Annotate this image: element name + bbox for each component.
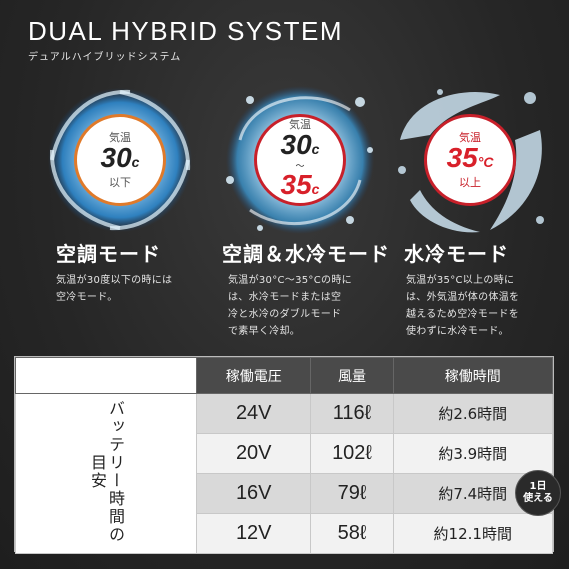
water-splash-icon: [398, 89, 544, 233]
temperature-badge-above-35: 気温 35°C 以上: [424, 114, 516, 206]
temp-value: 30c: [100, 142, 140, 173]
table-corner: [15, 357, 197, 394]
cell-airflow: 102ℓ: [310, 433, 394, 474]
temp-top-label: 気温: [459, 131, 481, 144]
mode-description-hybrid: 気温が30°C～35°Cの時に は、水冷モードまたは空 冷と水冷のダブルモード …: [228, 275, 352, 337]
table-row: 16V 79ℓ 約7.4時間: [16, 473, 553, 514]
mode-name-water: 水冷モード: [404, 242, 509, 266]
cell-runtime: 約2.6時間: [392, 393, 553, 434]
cell-voltage: 20V: [195, 433, 312, 474]
cell-voltage: 24V: [195, 393, 312, 434]
cell-runtime: 約12.1時間: [392, 513, 553, 554]
temp-bottom-label: 以下: [109, 176, 131, 189]
page-title: DUAL HYBRID SYSTEM: [28, 16, 343, 46]
column-header-airflow: 風量: [310, 357, 394, 394]
mode-description-air: 気温が30度以下の時には 空冷モード。: [56, 275, 173, 303]
cell-airflow: 116ℓ: [310, 393, 394, 434]
column-header-runtime: 稼働時間: [392, 357, 553, 394]
battery-time-table: 稼働電圧 風量 稼働時間 バッテリー時間の目安 24V 116ℓ 約2.6時間 …: [14, 356, 554, 554]
table-row: バッテリー時間の目安 24V 116ℓ 約2.6時間: [15, 393, 553, 554]
temp-top-label: 気温: [109, 131, 131, 144]
temp-value-low: 30c: [280, 128, 320, 160]
mode-hybrid-visual: 気温 30c ～ 35c: [220, 80, 380, 240]
temp-separator: ～: [295, 161, 305, 172]
column-header-voltage: 稼働電圧: [195, 357, 312, 394]
cell-airflow: 79ℓ: [310, 473, 394, 514]
temp-bottom-label: 以上: [459, 176, 481, 189]
temperature-badge-30-to-35: 気温 30c ～ 35c: [254, 114, 346, 206]
temp-value: 35°C: [446, 142, 494, 173]
mode-description-water: 気温が35°C以上の時に は、外気温が体の体温を 越えるため空冷モードを 使わず…: [406, 275, 520, 337]
table-side-label: バッテリー時間の目安: [15, 393, 197, 554]
one-day-badge: 1日 使える: [515, 470, 561, 516]
mode-air-cooling-visual: 気温 30c 以下: [40, 80, 200, 240]
temperature-badge-below-30: 気温 30c 以下: [74, 114, 166, 206]
table-row: 12V 58ℓ 約12.1時間: [16, 513, 553, 554]
cell-runtime: 約3.9時間: [392, 433, 553, 474]
mode-name-air: 空調モード: [56, 242, 161, 266]
cell-airflow: 58ℓ: [310, 513, 394, 554]
cell-voltage: 12V: [195, 513, 312, 554]
cell-voltage: 16V: [195, 473, 312, 514]
page-subtitle: デュアルハイブリッドシステム: [28, 52, 182, 63]
mode-name-hybrid: 空調＆水冷モード: [222, 242, 390, 266]
temp-value-high: 35c: [280, 168, 320, 200]
temp-top-label: 気温: [289, 117, 311, 131]
mode-water-cooling-visual: 気温 35°C 以上: [390, 80, 550, 240]
